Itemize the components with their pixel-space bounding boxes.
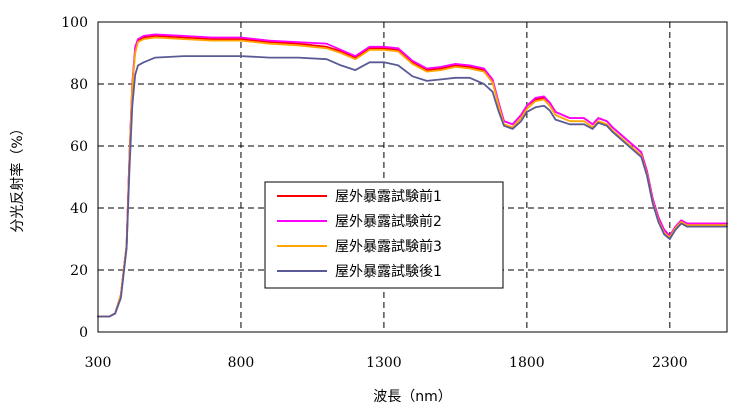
x-tick-label: 1300 bbox=[366, 355, 402, 371]
tick-labels: 0 20 40 60 80 100 300 800 1300 1800 2300 bbox=[61, 15, 687, 371]
x-tick-label: 1800 bbox=[509, 355, 545, 371]
legend-label: 屋外暴露試験後1 bbox=[335, 264, 442, 280]
series-lines bbox=[97, 33, 728, 318]
legend-label: 屋外暴露試験前2 bbox=[335, 213, 442, 230]
plot-frame bbox=[97, 21, 728, 333]
y-tick-label: 40 bbox=[70, 201, 88, 217]
x-tick-label: 800 bbox=[228, 355, 255, 371]
y-tick-label: 80 bbox=[70, 77, 88, 93]
legend-label: 屋外暴露試験前3 bbox=[335, 238, 442, 255]
series-line bbox=[97, 55, 728, 318]
x-axis-title: 波長（nm） bbox=[373, 389, 452, 405]
y-axis-title: 分光反射率（%） bbox=[9, 121, 26, 232]
y-tick-label: 100 bbox=[61, 15, 88, 31]
x-tick-label: 300 bbox=[85, 355, 112, 371]
x-tick-label: 2300 bbox=[652, 355, 688, 371]
legend-label: 屋外暴露試験前1 bbox=[335, 188, 442, 205]
grid bbox=[98, 22, 727, 332]
y-tick-label: 0 bbox=[79, 325, 88, 341]
y-tick-label: 20 bbox=[70, 263, 88, 279]
y-tick-label: 60 bbox=[70, 139, 88, 155]
legend: 屋外暴露試験前1 屋外暴露試験前2 屋外暴露試験前3 屋外暴露試験後1 bbox=[264, 181, 504, 289]
